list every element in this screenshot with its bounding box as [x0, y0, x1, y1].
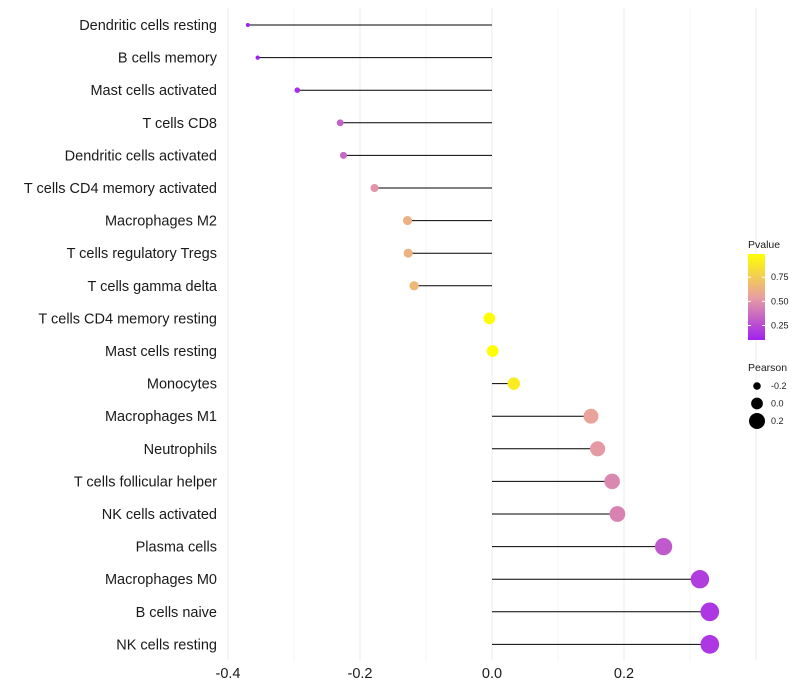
category-label: NK cells activated	[102, 507, 217, 523]
lollipop-points	[245, 23, 720, 654]
lollipop-point	[486, 345, 499, 357]
lollipop-point	[409, 281, 419, 291]
category-label: Macrophages M2	[105, 214, 217, 230]
lollipop-point	[590, 441, 606, 457]
lollipop-point	[690, 570, 710, 589]
pvalue-legend: Pvalue 0.75 0.50 0.25	[748, 239, 789, 340]
lollipop-point	[507, 377, 521, 390]
lollipop-point	[245, 23, 250, 27]
category-label: T cells CD4 memory activated	[24, 181, 217, 197]
lollipop-point	[483, 312, 496, 325]
lollipop-point	[654, 537, 673, 556]
category-label: Dendritic cells resting	[79, 18, 217, 34]
lollipop-point	[403, 248, 413, 258]
category-label: T cells regulatory Tregs	[67, 246, 217, 262]
lollipop-point	[336, 119, 344, 127]
lollipop-point	[604, 473, 620, 490]
category-label: Mast cells resting	[105, 344, 217, 360]
category-label: T cells gamma delta	[88, 279, 218, 295]
lollipop-point	[402, 216, 413, 226]
category-label: T cells CD8	[142, 116, 217, 132]
x-tick-label: -0.4	[216, 666, 241, 682]
pearson-legend-label: 0.0	[771, 399, 784, 409]
x-tick-label: 0.0	[482, 666, 502, 682]
pearson-legend: Pearson -0.2 0.0 0.2	[748, 362, 787, 429]
category-label: Plasma cells	[136, 540, 217, 556]
pvalue-legend-title: Pvalue	[748, 239, 780, 251]
lollipop-point	[700, 635, 720, 654]
pearson-legend-label: -0.2	[771, 381, 787, 391]
pvalue-tick-label: 0.75	[771, 272, 789, 282]
lollipop-point	[294, 87, 301, 93]
lollipop-point	[255, 55, 260, 60]
category-label: Mast cells activated	[90, 83, 217, 99]
x-tick-label: -0.2	[348, 666, 373, 682]
category-label: B cells memory	[118, 51, 218, 67]
category-label: Neutrophils	[144, 442, 217, 458]
category-label: T cells follicular helper	[74, 474, 217, 490]
lollipop-point	[339, 151, 348, 159]
pvalue-colorbar	[748, 254, 765, 340]
lollipop-point	[700, 602, 720, 622]
category-label: Monocytes	[147, 377, 217, 393]
lollipop-point	[370, 183, 379, 193]
pvalue-tick-label: 0.50	[771, 296, 789, 306]
category-labels: Dendritic cells resting B cells memory Mas…	[24, 18, 218, 653]
pearson-legend-dot	[751, 397, 763, 410]
x-axis-ticks: -0.4 -0.2 0.0 0.2	[216, 666, 635, 682]
pearson-legend-title: Pearson	[748, 362, 787, 374]
x-tick-label: 0.2	[614, 666, 634, 682]
category-label: T cells CD4 memory resting	[38, 311, 217, 327]
pearson-legend-dot	[749, 413, 765, 429]
category-label: B cells naive	[136, 605, 217, 621]
grid-lines	[227, 8, 757, 660]
pearson-legend-dot	[753, 382, 761, 390]
lollipop-point	[583, 408, 599, 424]
category-label: Macrophages M0	[105, 572, 217, 588]
lollipop-point	[609, 506, 626, 522]
category-label: Dendritic cells activated	[65, 148, 217, 164]
category-label: NK cells resting	[116, 637, 217, 653]
pearson-legend-label: 0.2	[771, 416, 784, 426]
pvalue-tick-label: 0.25	[771, 321, 789, 331]
lollipop-stems	[247, 24, 710, 645]
category-label: Macrophages M1	[105, 409, 217, 425]
